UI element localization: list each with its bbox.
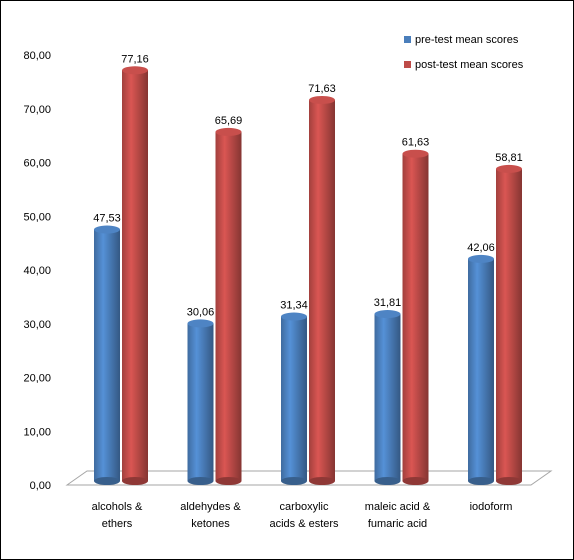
y-tick-label: 70,00 xyxy=(23,104,51,116)
y-tick-label: 30,00 xyxy=(23,319,51,331)
bar-post xyxy=(122,66,148,485)
bar-post xyxy=(309,95,335,485)
legend-label: post-test mean scores xyxy=(415,59,524,71)
data-label: 71,63 xyxy=(308,83,336,95)
bar-post xyxy=(496,164,522,485)
data-label: 30,06 xyxy=(187,306,215,318)
data-labels: 47,53 77,16 30,06 65,69 31,34 71,63 31,81 61,63… xyxy=(93,53,523,318)
data-label: 47,53 xyxy=(93,213,121,225)
category-labels: alcohols & ethers aldehydes & ketones carbox… xyxy=(92,501,513,530)
data-label: 31,81 xyxy=(374,297,402,309)
legend-swatch xyxy=(404,61,411,68)
y-tick-label: 80,00 xyxy=(23,50,51,62)
legend-item: pre-test mean scores xyxy=(404,34,519,46)
data-label: 61,63 xyxy=(402,137,430,149)
data-label: 42,06 xyxy=(467,242,495,254)
legend: pre-test mean scores post-test mean score… xyxy=(404,34,524,71)
data-label: 65,69 xyxy=(215,115,243,127)
y-tick-label: 50,00 xyxy=(23,211,51,223)
bar-pre xyxy=(94,225,120,485)
y-tick-label: 40,00 xyxy=(23,265,51,277)
bars xyxy=(94,66,522,485)
category-label: iodoform xyxy=(470,501,513,513)
category-label: aldehydes & ketones xyxy=(180,501,241,530)
legend-swatch xyxy=(404,36,411,43)
bar-post xyxy=(402,149,429,485)
category-label: alcohols & ethers xyxy=(92,501,143,530)
data-label: 31,34 xyxy=(280,300,308,312)
y-tick-label: 20,00 xyxy=(23,373,51,385)
bar-pre xyxy=(468,254,494,485)
y-tick-label: 0,00 xyxy=(30,480,51,492)
data-label: 58,81 xyxy=(495,152,523,164)
y-tick-label: 60,00 xyxy=(23,158,51,170)
category-label: maleic acid & fumaric acid xyxy=(365,501,431,530)
bar-pre xyxy=(187,319,214,485)
legend-label: pre-test mean scores xyxy=(415,34,519,46)
bar-pre xyxy=(281,312,307,485)
bar-pre xyxy=(374,310,401,485)
bar-post xyxy=(215,127,242,485)
y-axis-ticks: 0,00 10,00 20,00 30,00 40,00 50,00 60,00 70,00 8… xyxy=(23,50,51,492)
data-label: 77,16 xyxy=(121,53,149,65)
category-label: carboxylic acids & esters xyxy=(269,501,339,530)
y-tick-label: 10,00 xyxy=(23,426,51,438)
legend-item: post-test mean scores xyxy=(404,59,524,71)
